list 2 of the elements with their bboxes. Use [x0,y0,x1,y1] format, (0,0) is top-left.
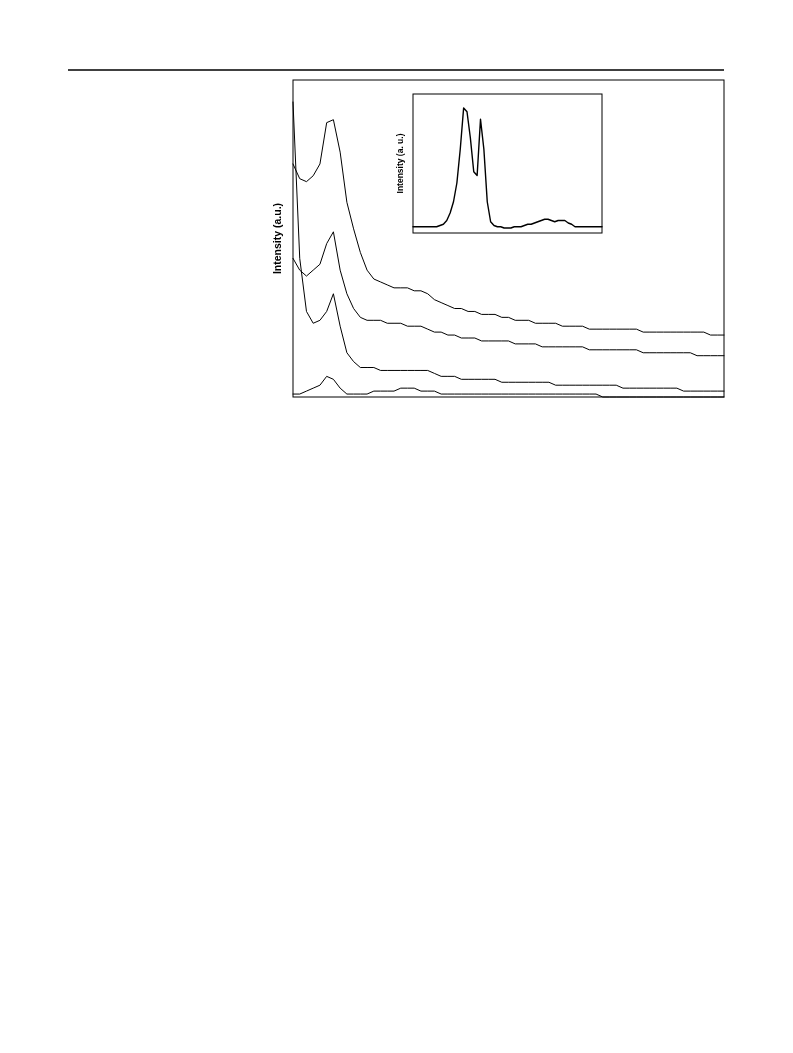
y-axis-title: Intensity (a. u.) [395,133,405,194]
y-axis-title: Intensity (a.u.) [271,202,283,275]
